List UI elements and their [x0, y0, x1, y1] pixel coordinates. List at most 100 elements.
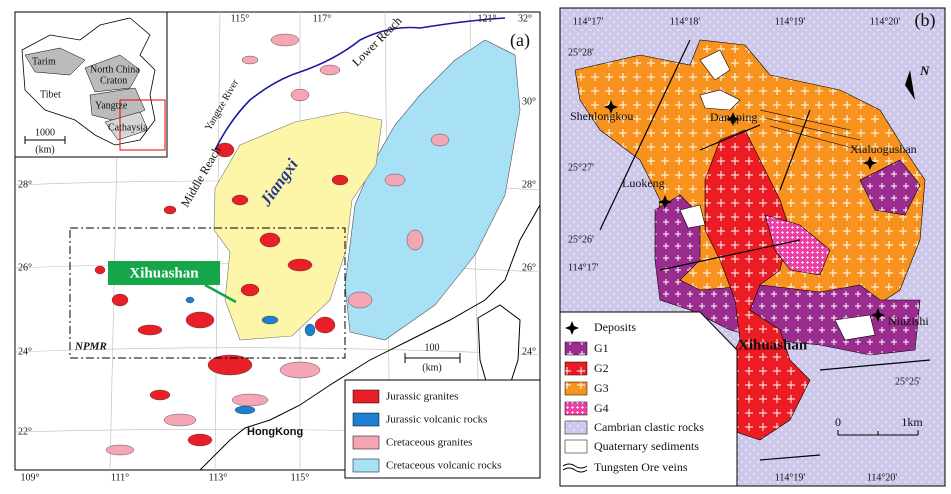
legend-swatch: [564, 439, 588, 454]
site-label-box: [108, 261, 220, 285]
inset-label: Yangtze: [95, 100, 128, 111]
inset-label: Tibet: [40, 89, 61, 100]
scale-bar: [837, 430, 919, 436]
quaternary-sediments: [679, 49, 876, 341]
lon-label: 121°: [478, 13, 497, 24]
lat-label: 22°: [18, 426, 32, 437]
legend-label: Jurassic volcanic rocks: [386, 414, 487, 426]
lon-label: 114°19': [775, 16, 806, 27]
scale-unit: (km): [422, 362, 441, 373]
lon-label: 114°17': [568, 262, 599, 273]
scale-bar: [404, 353, 461, 363]
site-label: Xihuashan: [129, 265, 199, 281]
lat-label: 24°: [522, 346, 536, 357]
lon-label: 115°: [231, 13, 250, 24]
inset-scale-bar: [24, 136, 66, 144]
jurassic-granites: [94, 142, 349, 447]
deposit-markers: [604, 100, 885, 322]
jurassic-volcanic: [185, 296, 316, 415]
lon-label: 109°: [21, 472, 40, 483]
inset-label: Craton: [100, 75, 127, 86]
legend-symbol: [562, 463, 588, 473]
legend-label: Cretaceous granites: [386, 437, 472, 449]
legend-label: G4: [594, 401, 609, 415]
region-label: NPMR: [74, 341, 107, 353]
city-label: HongKong: [247, 426, 303, 438]
north-label: N: [919, 63, 930, 78]
lon-label: 115°: [291, 472, 310, 483]
legend-label: Quaternary sediments: [594, 439, 699, 453]
cretaceous-volcanic-area: [344, 39, 521, 341]
lat-label: 32°: [518, 13, 532, 24]
panel-label: (a): [510, 30, 530, 51]
legend-label: Tungsten Ore veins: [594, 460, 688, 474]
lon-label: 111°: [111, 472, 129, 483]
scale-label: 0: [835, 415, 841, 429]
place-label: Luokeng: [622, 176, 665, 190]
legend-label: G3: [594, 381, 609, 395]
legend-label: G1: [594, 341, 609, 355]
lat-label: 25°26': [568, 234, 594, 245]
coastline: [199, 204, 541, 471]
legend-swatch: [564, 381, 588, 396]
legend-label: Cretaceous volcanic rocks: [386, 460, 501, 472]
lat-label: 30°: [522, 96, 536, 107]
lat-label: 28°: [522, 179, 536, 190]
legend: [559, 311, 738, 487]
place-label: Niuzishi: [888, 314, 929, 328]
inset-region: [104, 111, 149, 141]
north-arrow: [905, 70, 915, 100]
legend-swatch: [352, 412, 380, 427]
inset-region: [84, 54, 141, 93]
panel-b: N (b) 114°17' 114°18' 114°19' 114°20' 11…: [559, 7, 946, 487]
fault: [599, 39, 931, 461]
panel-label: (b): [915, 10, 936, 31]
lat-label: 26°: [522, 262, 536, 273]
npmr-box: [69, 227, 346, 359]
place-label: Xihuashan: [738, 337, 808, 353]
cretaceous-granites: [105, 33, 450, 456]
inset-label: Cathaysia: [108, 122, 148, 133]
legend-symbol: [565, 321, 579, 335]
lon-label: 113°: [209, 472, 228, 483]
scale-label: 100: [425, 342, 440, 353]
legend-swatch: [564, 401, 588, 416]
legend-swatch: [352, 458, 380, 473]
lat-label: 24°: [18, 346, 32, 357]
lat-label: 25°25': [895, 376, 921, 387]
legend-label: Cambrian clastic rocks: [594, 420, 704, 434]
lon-label: 114°17': [573, 16, 604, 27]
legend-swatch: [564, 341, 588, 356]
legend-label: Jurassic granites: [386, 391, 458, 403]
inset-label: Tarim: [32, 56, 56, 67]
ore-veins: [759, 109, 861, 151]
lon-label: 114°20': [870, 16, 901, 27]
place-label: Dangping: [710, 110, 757, 124]
jiangxi-province: [213, 111, 383, 341]
lat-label: 28°: [18, 179, 32, 190]
inset-study-area: [119, 99, 166, 151]
legend-label: Deposits: [594, 320, 636, 334]
lat-label: 26°: [18, 262, 32, 273]
legend-swatch: [564, 361, 588, 376]
lat-label: 25°27': [568, 162, 594, 173]
place-label: Xialuogushan: [850, 142, 917, 156]
lon-label: 114°18': [670, 16, 701, 27]
panel-a: Middle Reach Yangtze River Lower Reach J…: [14, 11, 541, 483]
legend-swatch: [352, 435, 380, 450]
lon-label: 117°: [313, 13, 332, 24]
yangtze-river: [214, 17, 506, 151]
inset-scale-unit: (km): [35, 144, 54, 155]
lon-label: 114°19': [775, 472, 806, 483]
lat-label: 25°28': [568, 47, 594, 58]
lon-label: 114°20': [867, 472, 898, 483]
legend-swatch: [352, 389, 380, 404]
g4-unit: [764, 214, 831, 276]
inset-scale-label: 1000: [35, 127, 55, 138]
inset-region: [24, 47, 86, 76]
site-arrow: [204, 283, 237, 304]
legend-label: G2: [594, 361, 609, 375]
place-label: Shenlongkou: [570, 109, 633, 123]
